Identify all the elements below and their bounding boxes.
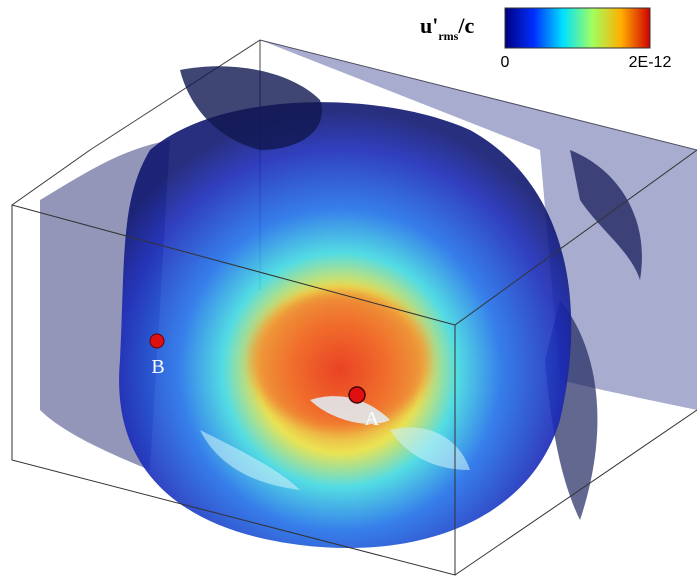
colorbar-title: u'rms/c [420,13,474,43]
point-marker [150,334,164,348]
point-marker [349,387,365,403]
colorbar: u'rms/c 0 2E-12 [420,8,671,71]
point-label: B [151,356,164,378]
isosurface [119,66,571,548]
colorbar-scale [505,8,650,48]
colorbar-max: 2E-12 [629,54,672,71]
figure: B A u'rms/c 0 2E-12 [0,0,697,580]
colorbar-min: 0 [501,54,510,71]
point-label: A [365,408,380,430]
